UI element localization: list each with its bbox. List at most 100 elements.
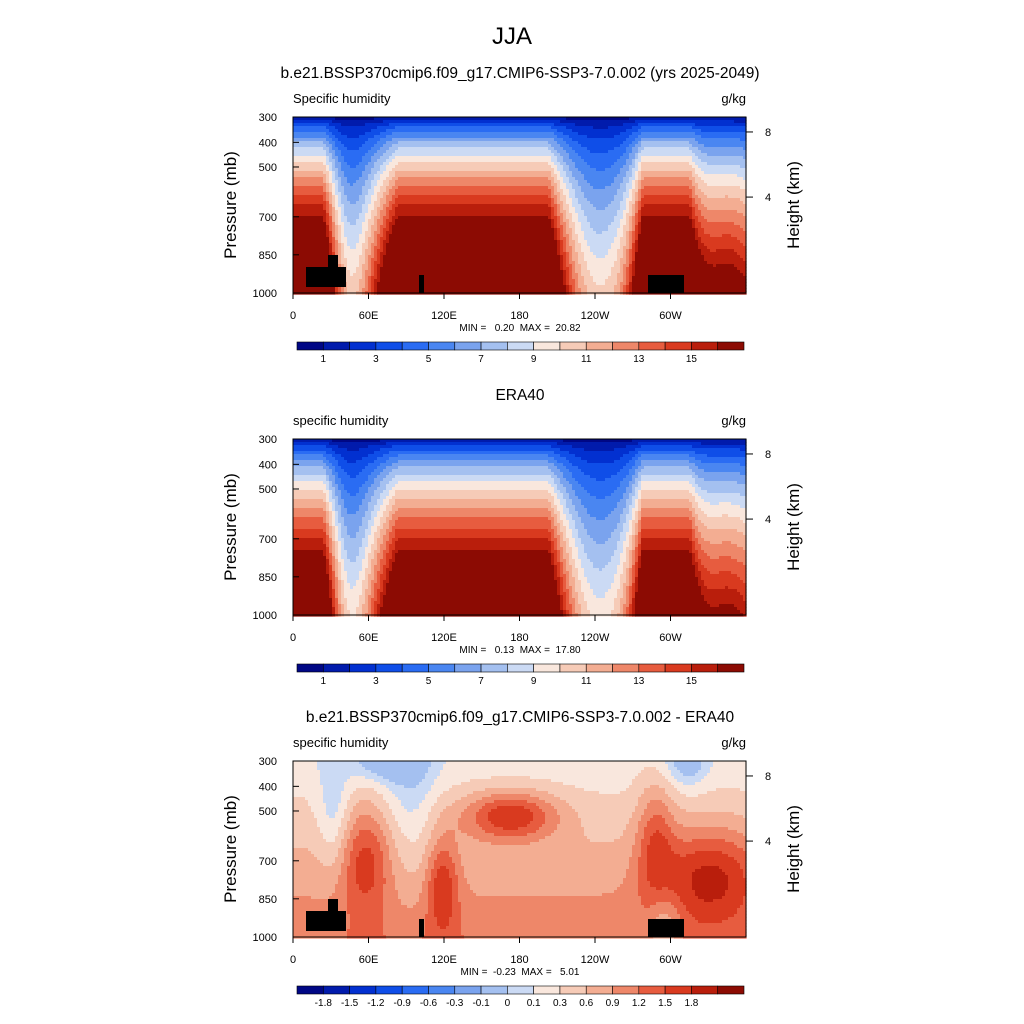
contour-cell — [689, 508, 696, 512]
contour-cell — [551, 225, 555, 229]
contour-cell — [587, 511, 612, 515]
contour-cell — [368, 445, 393, 449]
contour-cell — [545, 836, 588, 840]
contour-cell — [371, 210, 378, 214]
contour-cell — [632, 478, 636, 482]
contour-cell — [632, 607, 636, 611]
contour-cell — [428, 905, 435, 909]
contour-cell — [350, 860, 357, 864]
contour-cell — [629, 249, 633, 253]
contour-cell — [614, 219, 621, 223]
contour-cell — [557, 237, 561, 241]
contour-cell — [596, 595, 606, 599]
contour-cell — [566, 586, 573, 590]
contour-cell — [350, 165, 357, 169]
contour-cell — [575, 246, 582, 250]
contour-cell — [743, 869, 747, 873]
contour-cell — [707, 514, 723, 518]
contour-cell — [341, 839, 348, 843]
contour-cell — [638, 824, 648, 828]
contour-cell — [716, 264, 735, 268]
contour-cell — [740, 905, 747, 909]
contour-cell — [386, 442, 558, 446]
contour-cell — [293, 132, 327, 136]
contour-cell — [488, 812, 534, 816]
contour-cell — [368, 520, 375, 524]
contour-cell — [737, 607, 747, 611]
contour-cell — [293, 902, 348, 906]
colorbar-swatch — [428, 985, 456, 995]
contour-cell — [452, 857, 462, 861]
contour-cell — [689, 481, 696, 485]
contour-cell — [701, 592, 741, 596]
contour-cell — [620, 243, 627, 247]
contour-cell — [347, 264, 360, 268]
contour-cell — [557, 475, 564, 479]
contour-cell — [362, 171, 372, 175]
contour-cell — [572, 174, 585, 178]
contour-cell — [605, 255, 618, 259]
contour-cell — [572, 246, 576, 250]
contour-cell — [638, 228, 642, 232]
contour-cell — [323, 466, 330, 470]
contour-cell — [560, 583, 564, 587]
contour-cell — [353, 842, 381, 846]
contour-cell — [656, 902, 672, 906]
contour-cell — [323, 541, 327, 545]
colorbar-swatch — [585, 341, 613, 351]
contour-cell — [632, 213, 636, 217]
contour-cell — [638, 505, 642, 509]
contour-cell — [641, 186, 645, 190]
contour-cell — [380, 580, 384, 584]
contour-cell — [557, 508, 564, 512]
contour-cell — [554, 806, 573, 810]
contour-cell — [383, 830, 393, 834]
panel-2-plot — [293, 439, 747, 617]
contour-cell — [719, 571, 732, 575]
contour-cell — [566, 213, 573, 217]
contour-cell — [581, 204, 594, 208]
contour-cell — [458, 881, 468, 885]
contour-cell — [383, 833, 393, 837]
contour-cell — [569, 219, 573, 223]
contour-cell — [461, 812, 477, 816]
contour-cell — [635, 529, 639, 533]
contour-cell — [395, 493, 552, 497]
contour-cell — [617, 887, 639, 891]
contour-cell — [359, 261, 366, 265]
contour-cell — [293, 860, 321, 864]
contour-cell — [347, 872, 357, 876]
contour-cell — [338, 550, 342, 554]
contour-cell — [326, 126, 336, 130]
contour-cell — [626, 532, 633, 536]
contour-cell — [293, 463, 327, 467]
contour-cell — [485, 788, 537, 792]
contour-cell — [620, 538, 627, 542]
contour-cell — [464, 875, 627, 879]
contour-cell — [383, 568, 387, 572]
contour-cell — [566, 288, 570, 292]
contour-cell — [293, 592, 330, 596]
contour-cell — [458, 887, 471, 891]
contour-cell — [461, 857, 630, 861]
contour-cell — [740, 866, 747, 870]
contour-cell — [332, 246, 336, 250]
contour-cell — [377, 475, 387, 479]
contour-cell — [380, 550, 384, 554]
contour-cell — [674, 800, 747, 804]
contour-cell — [554, 123, 576, 127]
contour-cell — [695, 207, 699, 211]
contour-cell — [293, 183, 327, 187]
contour-cell — [644, 186, 690, 190]
contour-cell — [368, 553, 375, 557]
contour-cell — [437, 854, 450, 858]
contour-cell — [554, 198, 558, 202]
contour-cell — [623, 595, 627, 599]
contour-cell — [329, 252, 333, 256]
contour-cell — [329, 240, 333, 244]
contour-cell — [584, 595, 597, 599]
contour-cell — [701, 532, 744, 536]
contour-cell — [656, 887, 663, 891]
contour-cell — [641, 544, 693, 548]
contour-cell — [359, 216, 366, 220]
